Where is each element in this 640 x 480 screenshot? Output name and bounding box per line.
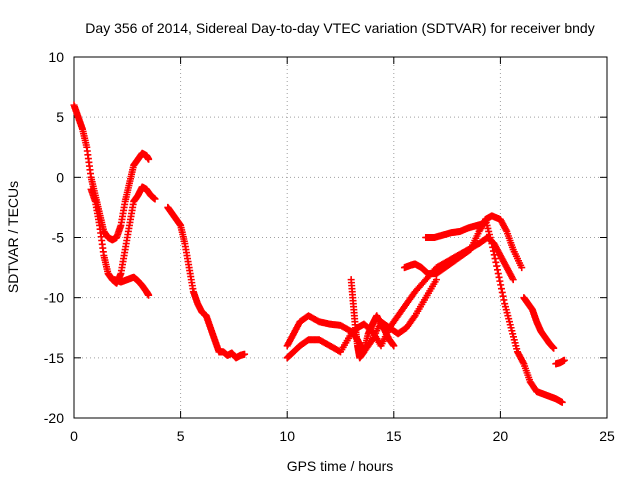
series-track-j (481, 215, 566, 406)
y-tick-label: -10 (44, 290, 64, 306)
y-tick-label: 10 (48, 49, 64, 65)
data-points (70, 101, 568, 406)
data-point (241, 350, 249, 358)
x-tick-label: 15 (386, 428, 402, 444)
chart-title: Day 356 of 2014, Sidereal Day-to-day VTE… (85, 20, 594, 36)
x-axis-label: GPS time / hours (287, 458, 394, 474)
series-track-a (70, 101, 153, 244)
data-point (410, 313, 418, 321)
y-axis-label: SDTVAR / TECUs (5, 181, 21, 293)
y-tick-label: -20 (44, 410, 64, 426)
data-point (432, 276, 440, 284)
x-tick-label: 0 (70, 428, 78, 444)
y-tick-label: 5 (56, 109, 64, 125)
series-track-k (520, 294, 558, 352)
x-tick-label: 20 (493, 428, 509, 444)
data-point (390, 342, 398, 350)
axis-ticks: 0 5 10 15 20 25 -20 -15 -10 -5 0 5 10 (44, 49, 615, 444)
x-tick-label: 5 (177, 428, 185, 444)
plot-frame (73, 56, 608, 419)
y-tick-label: -5 (52, 230, 65, 246)
series-track-b (87, 183, 159, 287)
data-point (560, 356, 568, 364)
x-tick-label: 10 (279, 428, 295, 444)
series-track-g (347, 276, 398, 362)
series-track-d (164, 203, 249, 362)
data-point (550, 344, 558, 352)
y-tick-label: 0 (56, 169, 64, 185)
series-track-i (422, 219, 489, 241)
series-track-c (111, 273, 153, 299)
data-point (145, 155, 153, 163)
x-tick-label: 25 (599, 428, 615, 444)
series-track-l (552, 356, 568, 368)
data-point (145, 291, 153, 299)
data-point (151, 195, 159, 203)
data-point (509, 276, 517, 284)
series-track-h (400, 212, 526, 278)
y-tick-label: -15 (44, 350, 64, 366)
data-point (518, 264, 526, 272)
data-point (558, 398, 566, 406)
